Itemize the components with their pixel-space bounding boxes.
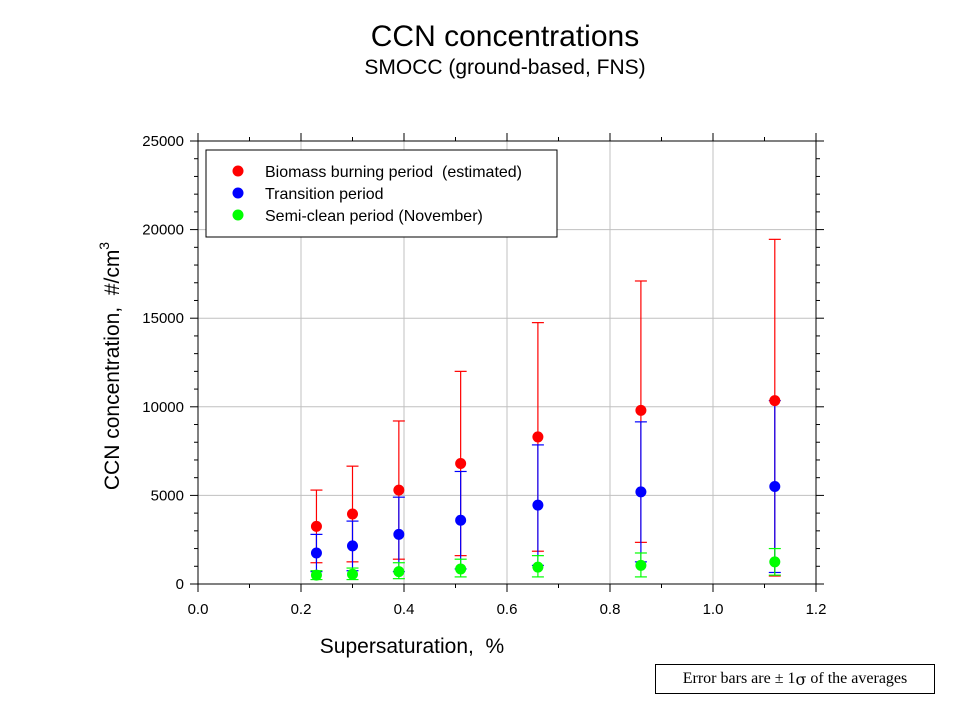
error-bars <box>310 238 781 581</box>
legend-marker <box>232 165 244 177</box>
note-sigma: σ <box>795 669 807 689</box>
x-tick-label: 0.4 <box>394 601 415 618</box>
note-plusminus: ± <box>774 670 784 687</box>
data-points <box>310 395 781 581</box>
x-tick-label: 0.6 <box>497 601 518 618</box>
legend-label: Biomass burning period (estimated) <box>265 164 522 181</box>
legend-box <box>205 149 558 238</box>
data-point <box>310 569 322 581</box>
data-point <box>310 547 322 559</box>
x-tick-label: 1.2 <box>806 601 827 618</box>
x-tick-label: 0.2 <box>291 601 312 618</box>
note-suffix: of the averages <box>806 670 908 687</box>
data-point <box>310 520 322 532</box>
y-tick-label: 0 <box>176 576 184 593</box>
y-tick-label: 10000 <box>142 399 184 416</box>
data-point <box>769 481 781 493</box>
data-point <box>635 559 647 571</box>
y-axis-label: CCN concentration, #/cm3 <box>96 242 124 490</box>
legend-marker <box>232 187 244 199</box>
data-point <box>532 561 544 573</box>
note-prefix: Error bars are <box>682 670 775 687</box>
legend-label: Transition period <box>265 186 384 203</box>
data-point <box>393 528 405 540</box>
x-tick-label: 0.0 <box>188 601 209 618</box>
data-point <box>455 563 467 575</box>
data-point <box>347 508 358 520</box>
legend-marker <box>232 209 244 221</box>
x-axis-label: Supersaturation, % <box>320 635 504 658</box>
data-point <box>347 540 358 552</box>
y-tick-label: 5000 <box>151 487 184 504</box>
data-point <box>347 568 358 580</box>
data-point <box>455 514 467 526</box>
data-point <box>635 404 647 416</box>
note-one: 1 <box>783 670 796 687</box>
chart-title: CCN concentrations <box>370 20 640 53</box>
data-point <box>769 395 781 407</box>
x-tick-label: 1.0 <box>703 601 724 618</box>
data-point <box>635 486 647 498</box>
y-tick-label: 15000 <box>142 310 184 327</box>
data-point <box>532 431 544 443</box>
y-tick-label: 20000 <box>142 222 184 239</box>
data-point <box>455 458 467 470</box>
data-point <box>393 484 405 496</box>
chart-subtitle: SMOCC (ground-based, FNS) <box>364 56 646 79</box>
legend-label: Semi-clean period (November) <box>265 208 483 225</box>
data-point <box>532 499 544 511</box>
x-tick-label: 0.8 <box>600 601 621 618</box>
axis-ticks: 0.0 0.2 0.4 0.6 0.8 1.0 1.2 0 5000 10000 15000 2000… <box>142 133 826 618</box>
y-tick-label: 25000 <box>142 133 184 150</box>
data-point <box>393 566 405 578</box>
y-axis-label-main: CCN concentration, #/cm <box>101 250 124 490</box>
data-point <box>769 556 781 568</box>
y-axis-label-superscript: 3 <box>96 242 112 250</box>
legend: Biomass burning period (estimated) Transi… <box>205 149 558 238</box>
